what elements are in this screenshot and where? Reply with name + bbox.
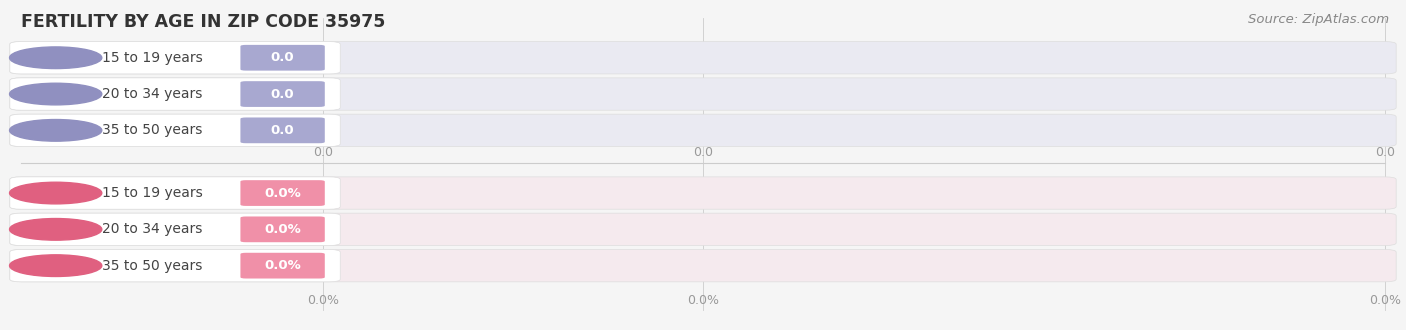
Text: 15 to 19 years: 15 to 19 years <box>101 186 202 200</box>
Text: 0.0: 0.0 <box>1375 147 1395 159</box>
Text: 20 to 34 years: 20 to 34 years <box>101 87 202 101</box>
FancyBboxPatch shape <box>10 177 1396 209</box>
FancyBboxPatch shape <box>240 45 325 71</box>
Text: 35 to 50 years: 35 to 50 years <box>101 259 202 273</box>
Circle shape <box>10 182 101 204</box>
FancyBboxPatch shape <box>10 114 340 147</box>
Circle shape <box>10 83 101 105</box>
Circle shape <box>10 119 101 141</box>
Text: 0.0: 0.0 <box>271 87 294 101</box>
FancyBboxPatch shape <box>240 81 325 107</box>
FancyBboxPatch shape <box>10 78 340 110</box>
FancyBboxPatch shape <box>10 42 340 74</box>
FancyBboxPatch shape <box>240 117 325 143</box>
Circle shape <box>10 47 101 69</box>
Text: 0.0%: 0.0% <box>264 259 301 272</box>
FancyBboxPatch shape <box>240 253 325 279</box>
Text: 0.0: 0.0 <box>271 51 294 64</box>
Text: 0.0%: 0.0% <box>688 294 718 307</box>
Text: 35 to 50 years: 35 to 50 years <box>101 123 202 137</box>
Text: 0.0%: 0.0% <box>1369 294 1400 307</box>
FancyBboxPatch shape <box>10 177 340 209</box>
Text: 0.0%: 0.0% <box>264 186 301 200</box>
Text: 15 to 19 years: 15 to 19 years <box>101 51 202 65</box>
Text: 0.0: 0.0 <box>314 147 333 159</box>
FancyBboxPatch shape <box>10 114 1396 147</box>
FancyBboxPatch shape <box>10 42 1396 74</box>
FancyBboxPatch shape <box>10 78 1396 110</box>
FancyBboxPatch shape <box>10 213 1396 246</box>
FancyBboxPatch shape <box>10 249 1396 282</box>
Circle shape <box>10 218 101 240</box>
Text: 0.0%: 0.0% <box>308 294 339 307</box>
Text: Source: ZipAtlas.com: Source: ZipAtlas.com <box>1249 13 1389 26</box>
Circle shape <box>10 255 101 277</box>
Text: FERTILITY BY AGE IN ZIP CODE 35975: FERTILITY BY AGE IN ZIP CODE 35975 <box>21 13 385 31</box>
Text: 20 to 34 years: 20 to 34 years <box>101 222 202 236</box>
Text: 0.0: 0.0 <box>693 147 713 159</box>
Text: 0.0%: 0.0% <box>264 223 301 236</box>
FancyBboxPatch shape <box>10 213 340 246</box>
FancyBboxPatch shape <box>240 216 325 242</box>
Text: 0.0: 0.0 <box>271 124 294 137</box>
FancyBboxPatch shape <box>10 249 340 282</box>
FancyBboxPatch shape <box>240 180 325 206</box>
